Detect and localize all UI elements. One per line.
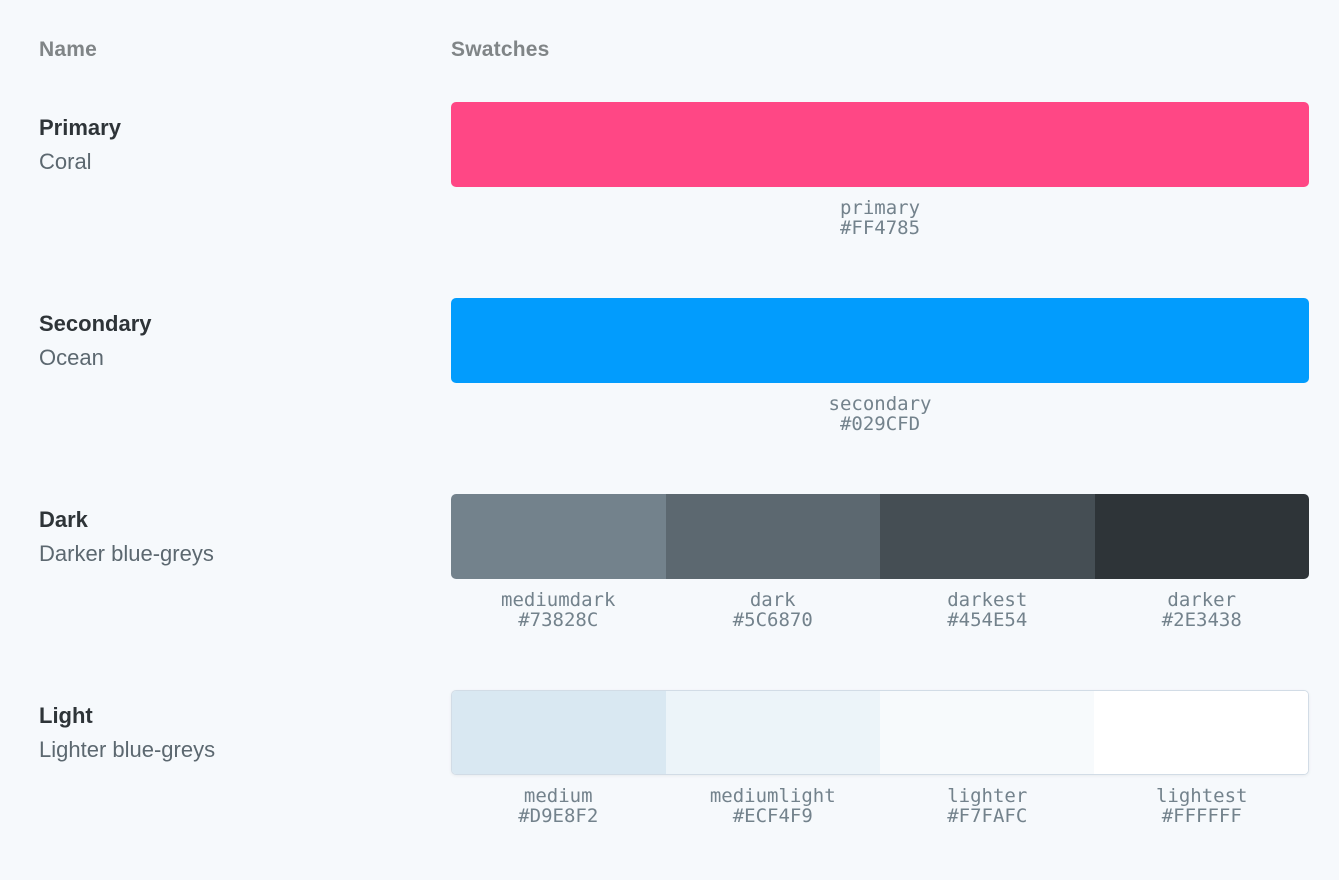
swatch-name: lighter — [947, 785, 1028, 807]
swatch-hex: #454E54 — [947, 609, 1028, 631]
swatch-name: darkest — [947, 589, 1028, 611]
row-title: Light — [39, 703, 93, 728]
swatch-darker — [1094, 494, 1309, 579]
swatch-darkest — [880, 494, 1095, 579]
swatch-name: lightest — [1155, 785, 1248, 807]
swatch-hex: #F7FAFC — [947, 805, 1028, 827]
swatch-bar — [451, 102, 1309, 187]
color-row-light: Light Lighter blue-greys medium #D9E8F2 … — [0, 690, 1339, 880]
swatch-dark — [665, 494, 880, 579]
swatch-hex: #2E3438 — [1161, 609, 1242, 631]
swatch-bar — [451, 298, 1309, 383]
swatch-hex: #029CFD — [839, 413, 921, 435]
swatch-label-dark: dark #5C6870 — [666, 590, 881, 630]
row-subtitle: Coral — [39, 149, 92, 174]
swatch-mediumdark — [451, 494, 666, 579]
swatch-name: medium — [523, 785, 593, 807]
row-subtitle: Ocean — [39, 345, 104, 370]
swatch-label-medium: medium #D9E8F2 — [451, 786, 666, 826]
color-row-dark: Dark Darker blue-greys mediumdark #73828… — [0, 494, 1339, 684]
swatch-labels: mediumdark #73828C dark #5C6870 darkest … — [451, 590, 1309, 630]
swatch-bar — [451, 690, 1309, 775]
swatch-hex: #D9E8F2 — [518, 805, 599, 827]
swatch-label-lighter: lighter #F7FAFC — [880, 786, 1095, 826]
swatch-label-secondary: secondary #029CFD — [451, 394, 1309, 434]
swatch-hex: #73828C — [518, 609, 599, 631]
swatch-name: primary — [839, 197, 921, 219]
row-title: Primary — [39, 115, 121, 140]
swatch-label-darkest: darkest #454E54 — [880, 590, 1095, 630]
swatch-hex: #FFFFFF — [1161, 805, 1242, 827]
color-row-secondary: Secondary Ocean secondary #029CFD — [0, 298, 1339, 488]
swatch-mediumlight — [666, 691, 880, 774]
swatch-hex: #ECF4F9 — [732, 805, 813, 827]
swatch-lighter — [880, 691, 1094, 774]
swatch-labels: secondary #029CFD — [451, 394, 1309, 434]
swatch-name: mediumlight — [709, 785, 836, 807]
swatch-name: secondary — [828, 393, 932, 415]
column-header-swatches: Swatches — [451, 38, 550, 61]
swatch-hex: #FF4785 — [839, 217, 921, 239]
row-subtitle: Darker blue-greys — [39, 541, 214, 566]
swatch-labels: primary #FF4785 — [451, 198, 1309, 238]
swatch-medium — [452, 691, 666, 774]
row-subtitle: Lighter blue-greys — [39, 737, 216, 762]
swatch-primary — [451, 102, 1309, 187]
row-title: Dark — [39, 507, 88, 532]
swatch-secondary — [451, 298, 1309, 383]
swatch-labels: medium #D9E8F2 mediumlight #ECF4F9 light… — [451, 786, 1309, 826]
swatch-label-darker: darker #2E3438 — [1095, 590, 1310, 630]
swatch-name: dark — [749, 589, 796, 611]
swatch-lightest — [1094, 691, 1308, 774]
swatch-label-primary: primary #FF4785 — [451, 198, 1309, 238]
color-row-primary: Primary Coral primary #FF4785 — [0, 102, 1339, 292]
row-title: Secondary — [39, 311, 152, 336]
swatch-label-lightest: lightest #FFFFFF — [1095, 786, 1310, 826]
swatch-label-mediumlight: mediumlight #ECF4F9 — [666, 786, 881, 826]
swatch-hex: #5C6870 — [732, 609, 813, 631]
swatch-name: darker — [1167, 589, 1237, 611]
swatch-label-mediumdark: mediumdark #73828C — [451, 590, 666, 630]
column-header-name: Name — [39, 38, 97, 61]
swatch-name: mediumdark — [501, 589, 616, 611]
swatch-bar — [451, 494, 1309, 579]
